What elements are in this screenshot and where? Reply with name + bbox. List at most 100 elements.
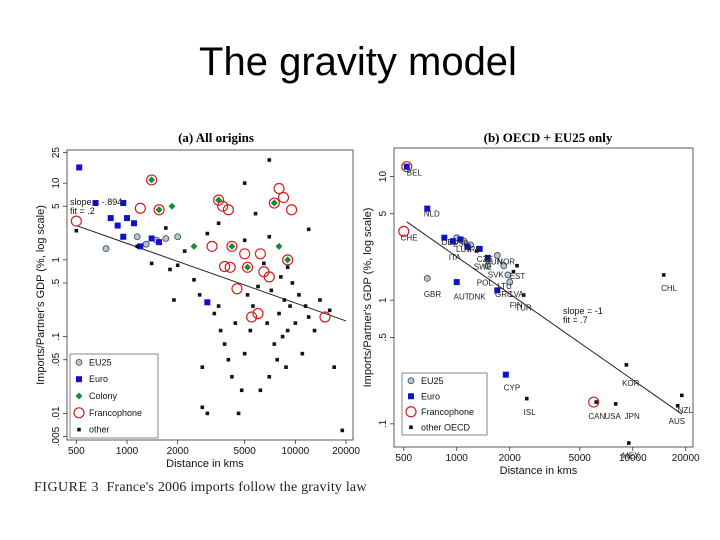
data-point-franco: [401, 161, 413, 173]
data-point-other: [205, 231, 210, 236]
data-point-other: [306, 227, 311, 232]
legend-label: other: [89, 425, 110, 435]
data-point-other: [222, 342, 227, 346]
data-point-franco: [588, 396, 600, 408]
y-tick-label: 10: [378, 171, 389, 183]
data-point-other: [515, 263, 519, 268]
data-point-other: [285, 328, 290, 333]
data-point-euro: [204, 299, 211, 306]
y-tick-label: .5: [51, 278, 62, 287]
data-point-euro: [484, 254, 491, 261]
y-axis-label: Imports/Partner's GDP (%, log scale): [362, 208, 374, 388]
data-point-franco: [219, 260, 231, 273]
country-label: NZL: [678, 406, 694, 415]
data-point-other: [242, 181, 247, 185]
data-point-other: [272, 342, 277, 346]
fit-line: [406, 221, 683, 415]
country-label: AUS: [669, 417, 685, 426]
data-point-other: [293, 321, 298, 325]
legend-label: Euro: [89, 374, 108, 384]
data-point-other: [182, 249, 187, 253]
data-point-other: [267, 374, 272, 379]
country-label: BEL: [407, 169, 423, 178]
data-point-other: [269, 288, 274, 293]
data-point-euro: [137, 243, 144, 250]
country-label: KOR: [622, 379, 640, 388]
data-point-franco: [277, 191, 290, 204]
x-tick-label: 2000: [499, 453, 522, 464]
data-point-eu25: [102, 245, 110, 253]
panel-title: (a) All origins: [178, 130, 254, 145]
data-point-euro: [457, 236, 464, 243]
country-label: LUX: [456, 245, 472, 254]
data-point-euro: [107, 215, 114, 222]
data-point-other: [230, 374, 234, 379]
data-point-other: [216, 304, 221, 308]
x-tick-label: 500: [68, 446, 85, 457]
country-label: NOR: [497, 257, 515, 266]
x-tick-label: 500: [395, 453, 412, 464]
y-tick-label: 1: [51, 257, 62, 263]
data-point-eu25: [133, 233, 141, 241]
country-label: SWE: [474, 262, 492, 271]
data-point-other: [521, 293, 526, 297]
data-point-other: [248, 328, 253, 333]
country-label: GBR: [424, 290, 442, 299]
data-point-franco: [231, 283, 243, 295]
country-label: ITA: [449, 253, 462, 262]
y-axis-label: Imports/Partner's GDP (%, log scale): [35, 205, 47, 385]
data-point-euro: [76, 164, 83, 171]
data-point-other: [511, 269, 516, 274]
data-point-colony: [148, 176, 156, 184]
data-point-franco: [286, 204, 298, 216]
country-label: USA: [604, 412, 621, 421]
country-label: POL: [477, 279, 494, 288]
legend-marker-colony: [75, 392, 83, 400]
y-tick-label: .1: [51, 332, 62, 341]
data-point-other: [262, 261, 266, 266]
data-point-other: [135, 244, 140, 249]
data-point-colony: [284, 256, 292, 264]
x-tick-label: 5000: [569, 453, 592, 464]
legend-label: EU25: [421, 376, 444, 386]
data-point-other: [233, 321, 238, 325]
data-point-other: [200, 405, 205, 410]
data-point-other: [327, 308, 332, 313]
data-point-other: [200, 365, 205, 369]
data-point-franco: [134, 202, 146, 214]
data-point-other: [245, 293, 250, 297]
figure-caption: FIGURE 3 France's 2006 imports follow th…: [34, 480, 367, 496]
data-point-euro: [424, 205, 431, 212]
country-label: ESP: [453, 240, 469, 249]
country-label: JPN: [625, 412, 640, 421]
data-point-euro: [148, 235, 155, 242]
data-point-franco: [224, 261, 236, 273]
slide-title-text: The gravity model: [199, 40, 517, 84]
y-tick-label: 5: [51, 203, 62, 209]
data-point-other: [300, 351, 305, 356]
legend-label: Colony: [89, 391, 118, 401]
x-tick-label: 1000: [446, 453, 469, 464]
panel-a: (a) All origins 500 1000 2000 5000 10000 20000…: [35, 130, 360, 470]
data-point-euro: [502, 371, 509, 378]
data-point-franco: [282, 254, 294, 266]
country-label: CHL: [661, 284, 678, 293]
data-point-other: [613, 402, 618, 406]
data-point-other: [216, 221, 221, 226]
data-point-franco: [398, 225, 410, 237]
data-point-other: [164, 226, 168, 230]
slope-annotation: slope = -1: [563, 306, 603, 316]
data-point-other: [332, 365, 336, 369]
country-label: LTU: [497, 282, 512, 291]
country-label: IRL: [467, 245, 480, 254]
data-point-franco: [246, 311, 258, 323]
data-point-other: [279, 275, 283, 279]
data-point-colony: [190, 242, 198, 250]
data-point-euro: [92, 200, 99, 207]
data-point-colony: [244, 263, 252, 271]
y-tick-label: .5: [378, 333, 389, 342]
y-tick-label: 25: [51, 147, 62, 159]
data-point-other: [236, 411, 241, 416]
legend-marker-other: [77, 427, 81, 432]
legend-label: Francophone: [421, 407, 474, 417]
